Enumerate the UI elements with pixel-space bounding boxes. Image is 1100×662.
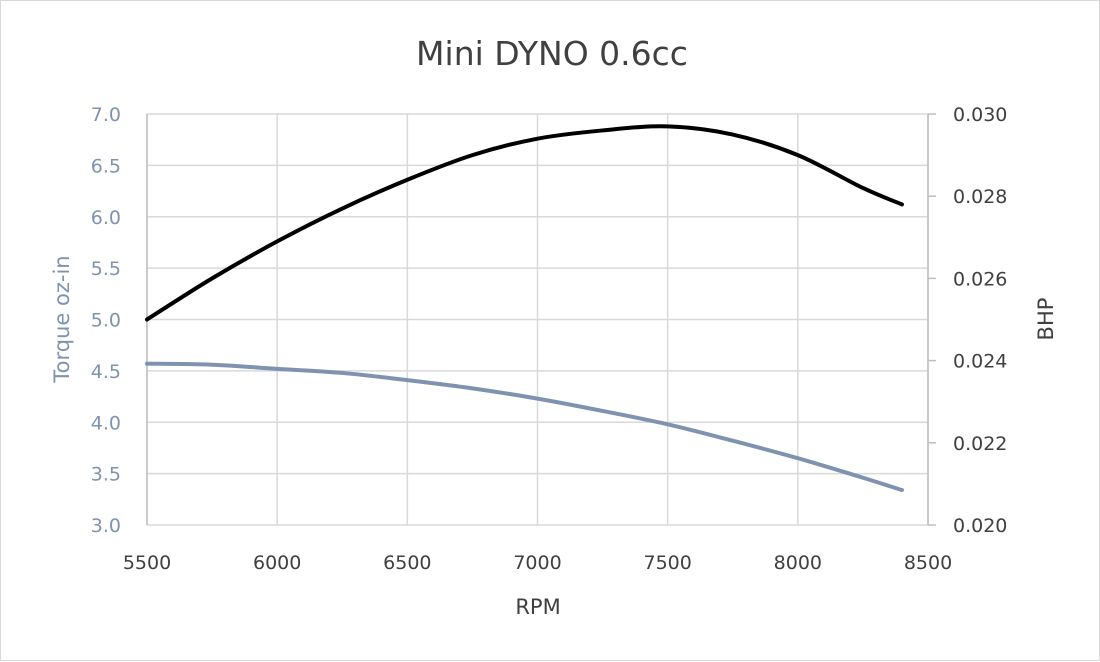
- y-left-tick-label: 4.5: [91, 361, 121, 383]
- y-right-tick-label: 0.030: [953, 104, 1007, 126]
- y-left-tick-label: 3.0: [91, 515, 121, 537]
- x-tick-label: 5500: [123, 552, 171, 574]
- y-right-tick-label: 0.028: [953, 186, 1007, 208]
- y-left-tick-label: 5.5: [91, 258, 121, 280]
- x-axis-title: RPM: [515, 595, 560, 619]
- y-left-tick-label: 5.0: [91, 310, 121, 332]
- tick-labels: 5500 6000 6500 7000 7500 8000 8500 3.0 3.5 4.0 4.5…: [91, 104, 1008, 574]
- y-left-tick-label: 4.0: [91, 412, 121, 434]
- torque-series-line: [145, 361, 904, 493]
- y-left-axis-title: Torque oz-in: [50, 255, 74, 383]
- y-right-tick-label: 0.026: [953, 268, 1007, 290]
- y-right-tick-label: 0.020: [953, 515, 1007, 537]
- series-layer: [145, 124, 904, 493]
- x-tick-label: 7500: [643, 552, 691, 574]
- bhp-series-line: [145, 124, 904, 322]
- x-tick-label: 8000: [774, 552, 822, 574]
- x-tick-label: 6000: [253, 552, 301, 574]
- x-tick-label: 8500: [904, 552, 952, 574]
- y-left-tick-label: 6.0: [91, 207, 121, 229]
- y-left-tick-label: 7.0: [91, 104, 121, 126]
- y-right-tick-label: 0.024: [953, 351, 1007, 373]
- y-left-tick-label: 6.5: [91, 155, 121, 177]
- chart-title: Mini DYNO 0.6cc: [416, 34, 688, 73]
- x-tick-label: 6500: [383, 552, 431, 574]
- x-tick-label: 7000: [513, 552, 561, 574]
- y-left-tick-label: 3.5: [91, 464, 121, 486]
- y-right-tick-label: 0.022: [953, 433, 1007, 455]
- y-right-axis-title: BHP: [1034, 298, 1058, 341]
- grid: [146, 113, 936, 526]
